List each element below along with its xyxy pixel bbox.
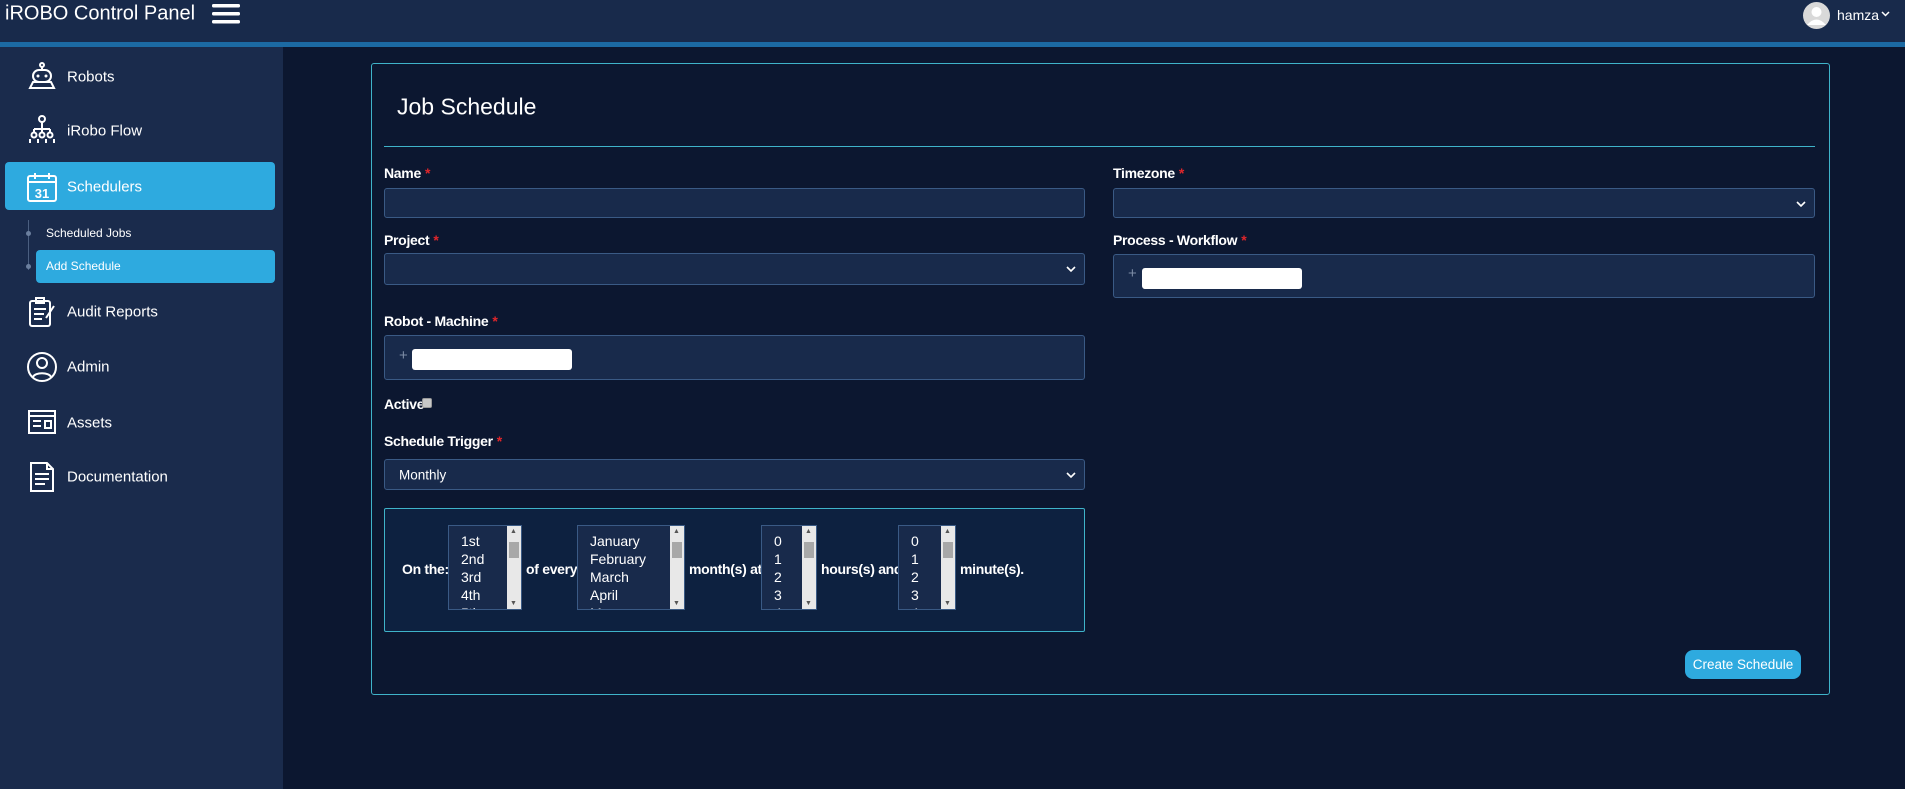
tree-dot [26,231,31,236]
admin-icon [27,352,57,382]
nav-item[interactable]: Robots [67,68,115,86]
process-multiselect[interactable]: + [1113,254,1815,298]
menu-toggle[interactable] [212,2,240,26]
nav-item[interactable]: Admin [67,358,110,376]
field-label: Process - Workflow * [1113,232,1247,248]
list-option[interactable]: 2nd [461,551,485,567]
active-checkbox[interactable] [422,398,432,408]
top-bar: iROBO Control Panel hamza [0,0,1905,42]
tree-line [28,220,29,270]
robot-input[interactable] [412,349,572,370]
hour-list[interactable]: 0 1 2 34 ▲▼ [761,525,817,610]
month-list[interactable]: January February March AprilMay ▲▼ [577,525,685,610]
nav-item[interactable]: Assets [67,414,113,432]
list-option[interactable]: 1st [461,533,480,549]
list-option[interactable]: 5th [461,604,480,609]
scrollbar[interactable]: ▲ ▼ [670,526,684,609]
nav-item[interactable]: iRobo Flow [67,122,143,140]
list-option[interactable]: 4 [911,604,919,609]
list-option[interactable]: 3rd [461,569,482,585]
user-name[interactable]: hamza [1837,7,1880,23]
list-option[interactable]: May [590,604,616,609]
scrollbar[interactable]: ▲ ▼ [507,526,521,609]
list-option[interactable]: 2 [774,569,782,585]
schedule-text: hours(s) and [821,561,903,577]
day-list[interactable]: 1st 2nd 3rd 4th5th ▲▼ [448,525,522,610]
nav-subitem[interactable]: Scheduled Jobs [46,226,132,240]
nav-item[interactable]: Audit Reports [67,303,158,321]
divider [384,146,1815,147]
create-schedule-button[interactable]: Create Schedule [1685,650,1801,679]
user-caret [1881,11,1890,17]
list-option[interactable]: February [590,551,647,567]
audit-icon [29,297,55,327]
scrollbar[interactable]: ▲ ▼ [941,526,955,609]
svg-text:31: 31 [35,186,49,201]
schedulers-icon: 31 [27,173,57,202]
minute-list[interactable]: 0 1 2 34 ▲▼ [898,525,956,610]
list-option[interactable]: 2 [911,569,919,585]
flow-icon [29,115,55,143]
list-option[interactable]: 0 [911,533,919,549]
nav-item-active[interactable]: Schedulers [67,178,143,196]
name-input[interactable] [384,188,1085,218]
field-label: Project * [384,232,439,248]
nav-item[interactable]: Documentation [67,468,168,486]
list-option[interactable]: 3 [774,587,782,603]
list-option[interactable]: 3 [911,587,919,603]
active-subitem-bg [36,250,275,283]
scrollbar[interactable]: ▲ ▼ [802,526,816,609]
project-select[interactable] [384,253,1085,285]
list-option[interactable]: 0 [774,533,782,549]
trigger-select[interactable]: Monthly [384,459,1085,490]
avatar[interactable] [1803,2,1830,29]
robots-icon [28,62,56,89]
schedule-text: minute(s). [960,561,1024,577]
list-option[interactable]: April [590,587,619,603]
schedule-text: month(s) at [689,561,762,577]
field-label: Schedule Trigger * [384,433,502,449]
list-option[interactable]: March [590,569,629,585]
schedule-text: On the: [402,561,449,577]
documentation-icon [30,462,54,492]
list-option[interactable]: 1 [911,551,919,567]
schedule-text: of every [526,561,578,577]
form-card [371,63,1830,695]
assets-icon [28,410,56,434]
app-title: iROBO Control Panel [5,2,196,25]
field-label: Timezone * [1113,165,1185,181]
list-option[interactable]: January [590,533,640,549]
field-label: Robot - Machine * [384,313,498,329]
header-accent [0,42,1905,47]
robot-multiselect[interactable]: + [384,335,1085,380]
nav-subitem-active[interactable]: Add Schedule [46,259,121,273]
field-label: Active [384,396,425,412]
process-input[interactable] [1142,268,1302,289]
list-option[interactable]: 1 [774,551,782,567]
field-label: Name * [384,165,431,181]
list-option[interactable]: 4th [461,587,481,603]
list-option[interactable]: 4 [774,604,782,609]
timezone-select[interactable] [1113,188,1815,218]
form-title: Job Schedule [397,93,537,120]
trigger-value: Monthly [399,467,447,483]
tree-dot [26,264,31,269]
